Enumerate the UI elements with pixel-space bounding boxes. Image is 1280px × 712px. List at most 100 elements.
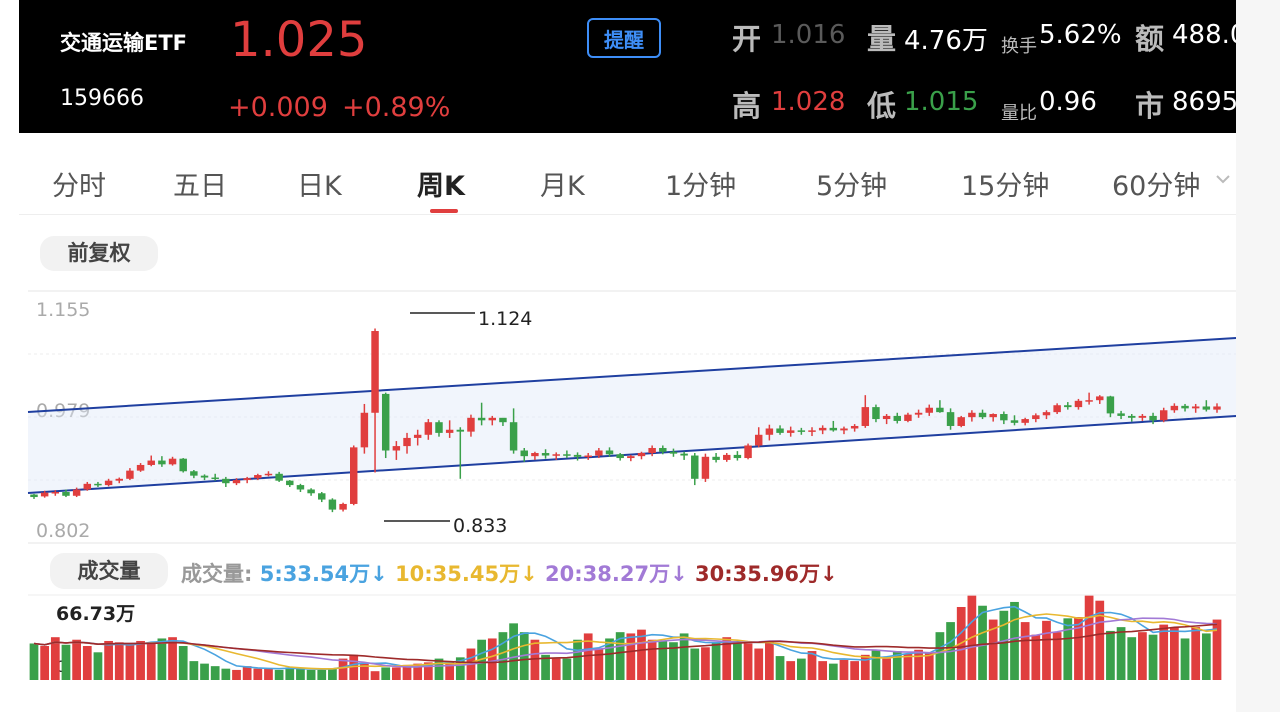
volume-bar (733, 641, 742, 680)
volume-bar (861, 655, 870, 680)
volume-bar (573, 640, 582, 680)
candle-body (638, 453, 645, 456)
volume-bar (765, 641, 774, 680)
candle-body (94, 484, 101, 486)
candle-body (339, 504, 346, 510)
volume-bar (221, 669, 230, 680)
candle-body (936, 408, 943, 412)
volume-bar (158, 638, 167, 680)
candle-body (840, 428, 847, 430)
candle-body (467, 418, 474, 432)
candle-body (1128, 416, 1135, 418)
high-annotation: 1.124 (478, 308, 532, 330)
volume-bar (1085, 596, 1094, 680)
candle-body (584, 456, 591, 458)
candle-body (1032, 415, 1039, 419)
volume-bar (392, 667, 401, 680)
candle-body (1107, 396, 1114, 413)
volume-bar (552, 659, 561, 680)
candle-body (563, 454, 570, 456)
volume-bar (499, 632, 508, 680)
volume-bar (690, 649, 699, 680)
volume-bar (882, 659, 891, 680)
candle-body (179, 459, 186, 472)
volume-bar (999, 611, 1008, 680)
candle-body (254, 475, 261, 478)
volume-bar (914, 650, 923, 680)
volume-bar (189, 661, 198, 680)
volume-bar (701, 647, 710, 680)
candle-body (1064, 405, 1071, 407)
volume-bar (136, 641, 145, 680)
candle-body (30, 495, 37, 498)
candle-body (1075, 401, 1082, 407)
volume-bar (904, 654, 913, 680)
candle-body (62, 492, 69, 496)
volume-ma-legend: 成交量: 5:33.54万↓ 10:35.45万↓ 20:38.27万↓ 30:… (181, 558, 838, 588)
volume-bar (1202, 633, 1211, 680)
candle-body (947, 412, 954, 426)
candle-body (595, 451, 602, 456)
candle-body (137, 465, 144, 471)
candle-body (1203, 406, 1210, 409)
candle-body (233, 480, 240, 483)
candle-body (211, 478, 218, 480)
candle-body (361, 413, 368, 448)
volume-bar (1191, 627, 1200, 680)
volume-bar (626, 633, 635, 680)
candle-body (393, 446, 400, 450)
candle-body (1021, 419, 1028, 423)
volume-bar (509, 623, 518, 680)
candle-body (1181, 406, 1188, 409)
volume-bar (1181, 638, 1190, 680)
volume-bar (648, 640, 657, 680)
candle-body (648, 448, 655, 453)
candle-body (712, 457, 719, 460)
candle-body (1011, 420, 1018, 423)
candle-body (957, 417, 964, 426)
candle-body (1149, 416, 1156, 420)
volume-bar (1021, 622, 1030, 680)
volume-bar (243, 666, 252, 680)
candle-body (126, 471, 133, 479)
volume-bar (818, 661, 827, 680)
candle-body (744, 445, 751, 458)
candle-body (1139, 416, 1146, 418)
volume-bar (211, 666, 220, 680)
volume-bar (1149, 635, 1158, 680)
candle-body (755, 435, 762, 446)
volume-bar (296, 669, 305, 680)
volume-bar (840, 660, 849, 680)
candle-body (776, 428, 783, 432)
volume-bar (1063, 618, 1072, 680)
volume-bar (381, 667, 390, 680)
volume-bar (1127, 637, 1136, 680)
candle-body (1171, 406, 1178, 410)
volume-bar (712, 642, 721, 680)
candle-body (659, 448, 666, 452)
volume-bar (126, 643, 135, 680)
candle-body (307, 489, 314, 493)
volume-bar (1117, 627, 1126, 680)
candle-body (371, 331, 378, 413)
volume-bar (94, 652, 103, 680)
candle-body (169, 459, 176, 465)
volume-bar (776, 656, 785, 680)
volume-bar (1106, 631, 1115, 680)
candle-body (616, 454, 623, 458)
volume-bar (62, 645, 71, 680)
volume-bar (797, 659, 806, 680)
candle-body (1192, 406, 1199, 408)
candle-body (691, 456, 698, 479)
volume-bar (179, 646, 188, 680)
volume-bar (658, 641, 667, 680)
candle-body (521, 451, 528, 457)
candle-body (265, 474, 272, 476)
volume-bar (829, 664, 838, 680)
candle-body (435, 422, 442, 433)
volume-bar (30, 643, 39, 680)
volume-indicator-button[interactable]: 成交量 (50, 553, 168, 589)
candle-body (116, 479, 123, 481)
volume-bar (317, 670, 326, 680)
candle-body (1213, 406, 1220, 409)
